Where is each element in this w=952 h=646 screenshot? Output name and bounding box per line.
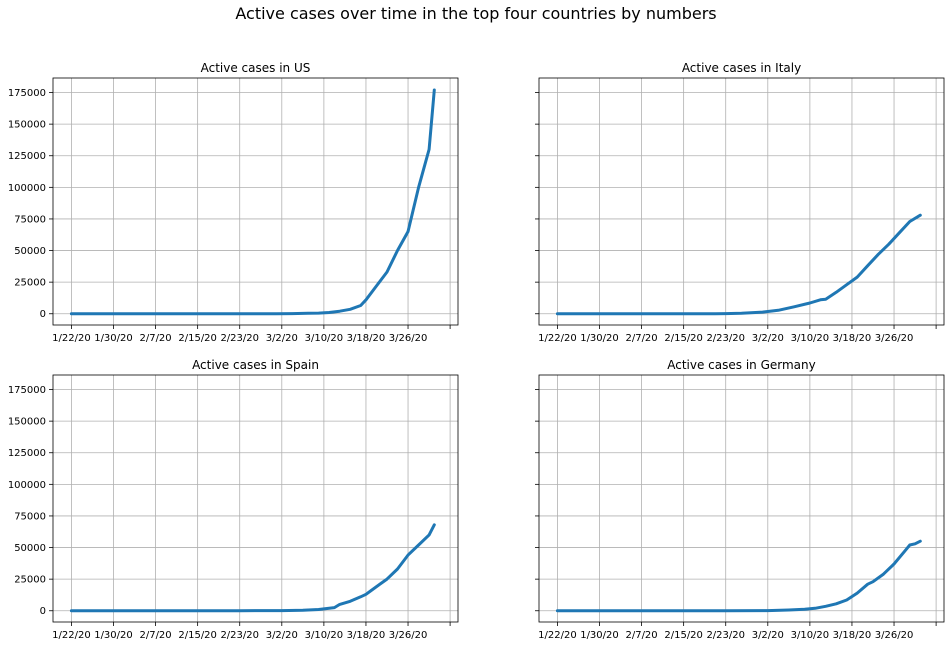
axis-ticks: 0 25000 50000 75000 100000 125000 150000 175000… xyxy=(8,88,451,344)
x-tick-label: 2/7/20 xyxy=(139,333,171,344)
x-tick-label: 3/2/20 xyxy=(752,630,784,641)
x-tick-label: 2/15/20 xyxy=(664,630,703,641)
y-tick-label: 25000 xyxy=(14,278,46,289)
subplot-title-us: Active cases in US xyxy=(201,61,311,75)
axis-ticks: 1/22/20 1/30/20 2/7/20 2/15/20 2/23/20 3/2/20… xyxy=(535,92,937,344)
x-tick-label: 3/26/20 xyxy=(389,333,428,344)
series-line xyxy=(69,523,436,613)
y-tick-label: 75000 xyxy=(14,511,46,522)
x-tick-label: 1/30/20 xyxy=(580,333,619,344)
series-line xyxy=(555,213,922,316)
subplot-germany: 1/22/20 1/30/20 2/7/20 2/15/20 2/23/20 3/2/20… xyxy=(535,358,945,641)
axis-ticks: 0 25000 50000 75000 100000 125000 150000 175000… xyxy=(8,385,451,641)
x-tick-label: 1/22/20 xyxy=(52,630,91,641)
axes-frame xyxy=(538,77,945,326)
series-spain xyxy=(69,523,436,613)
y-tick-label: 175000 xyxy=(8,385,46,396)
y-tick-label: 25000 xyxy=(14,575,46,586)
y-tick-label: 0 xyxy=(40,606,46,617)
x-tick-label: 1/30/20 xyxy=(580,630,619,641)
axes-frame xyxy=(52,77,459,326)
subplot-title-spain: Active cases in Spain xyxy=(192,358,319,372)
axis-ticks: 1/22/20 1/30/20 2/7/20 2/15/20 2/23/20 3/2/20… xyxy=(535,389,937,641)
x-tick-label: 3/10/20 xyxy=(305,630,344,641)
x-tick-label: 3/18/20 xyxy=(833,333,872,344)
series-germany xyxy=(555,539,922,613)
axes-frame xyxy=(538,374,945,623)
x-tick-label: 3/18/20 xyxy=(347,333,386,344)
y-tick-label: 175000 xyxy=(8,88,46,99)
series-us xyxy=(69,88,436,316)
x-tick-label: 3/10/20 xyxy=(791,333,830,344)
x-tick-label: 2/23/20 xyxy=(706,630,745,641)
x-tick-label: 1/22/20 xyxy=(538,630,577,641)
x-tick-label: 2/23/20 xyxy=(220,630,259,641)
figure-title: Active cases over time in the top four c… xyxy=(235,4,717,23)
y-tick-label: 50000 xyxy=(14,543,46,554)
x-tick-label: 1/30/20 xyxy=(94,630,133,641)
x-tick-label: 2/7/20 xyxy=(625,333,657,344)
x-tick-label: 3/10/20 xyxy=(305,333,344,344)
x-tick-label: 3/10/20 xyxy=(791,630,830,641)
x-tick-label: 2/15/20 xyxy=(178,630,217,641)
x-tick-label: 3/2/20 xyxy=(752,333,784,344)
y-tick-label: 50000 xyxy=(14,246,46,257)
x-tick-label: 3/18/20 xyxy=(833,630,872,641)
grid-lines xyxy=(539,375,944,622)
y-tick-label: 100000 xyxy=(8,480,46,491)
x-tick-label: 3/18/20 xyxy=(347,630,386,641)
x-tick-label: 3/2/20 xyxy=(266,333,298,344)
x-tick-label: 1/22/20 xyxy=(52,333,91,344)
series-italy xyxy=(555,213,922,316)
x-tick-label: 3/26/20 xyxy=(389,630,428,641)
x-tick-label: 2/15/20 xyxy=(178,333,217,344)
y-tick-label: 125000 xyxy=(8,151,46,162)
series-line xyxy=(555,539,922,613)
y-tick-label: 0 xyxy=(40,309,46,320)
grid-lines xyxy=(53,78,458,325)
x-tick-label: 2/23/20 xyxy=(706,333,745,344)
grid-lines xyxy=(539,78,944,325)
series-line xyxy=(69,88,436,316)
y-tick-label: 150000 xyxy=(8,120,46,131)
axes-frame xyxy=(52,374,459,623)
subplot-italy: 1/22/20 1/30/20 2/7/20 2/15/20 2/23/20 3/2/20… xyxy=(535,61,945,344)
x-tick-label: 3/26/20 xyxy=(875,333,914,344)
x-tick-label: 2/7/20 xyxy=(625,630,657,641)
y-tick-label: 100000 xyxy=(8,183,46,194)
subplot-us: 0 25000 50000 75000 100000 125000 150000 175000… xyxy=(8,61,459,344)
subplot-spain: 0 25000 50000 75000 100000 125000 150000 175000… xyxy=(8,358,459,641)
y-tick-label: 150000 xyxy=(8,417,46,428)
x-tick-label: 3/2/20 xyxy=(266,630,298,641)
y-tick-label: 75000 xyxy=(14,214,46,225)
x-tick-label: 2/15/20 xyxy=(664,333,703,344)
x-tick-label: 2/7/20 xyxy=(139,630,171,641)
x-tick-label: 1/22/20 xyxy=(538,333,577,344)
x-tick-label: 3/26/20 xyxy=(875,630,914,641)
grid-lines xyxy=(53,375,458,622)
subplot-title-germany: Active cases in Germany xyxy=(667,358,816,372)
y-tick-label: 125000 xyxy=(8,448,46,459)
subplot-title-italy: Active cases in Italy xyxy=(682,61,801,75)
x-tick-label: 2/23/20 xyxy=(220,333,259,344)
x-tick-label: 1/30/20 xyxy=(94,333,133,344)
